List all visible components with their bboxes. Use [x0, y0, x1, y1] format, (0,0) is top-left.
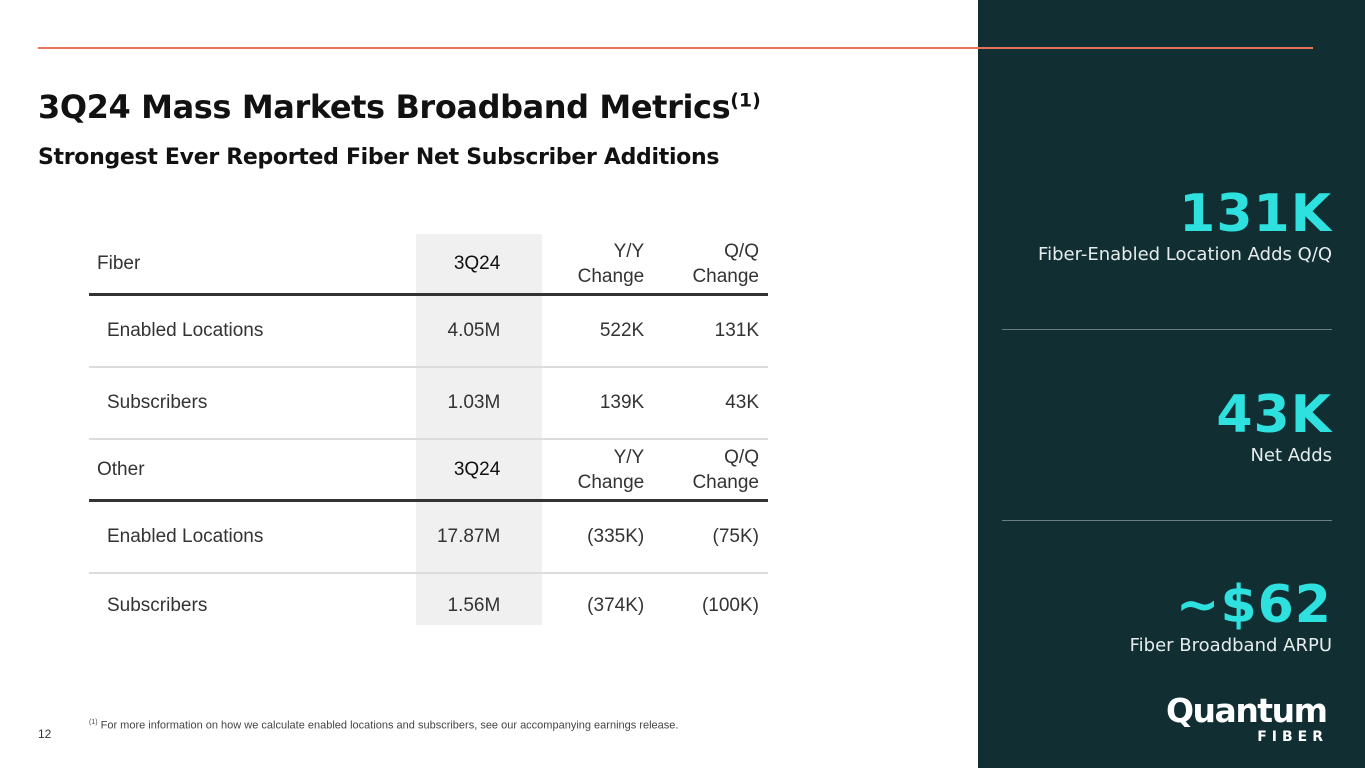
row-label: Enabled Locations: [89, 294, 416, 368]
row-yy-change: 139K: [542, 367, 656, 440]
row-qq-change: 131K: [655, 294, 768, 368]
footnote-marker: (1): [89, 719, 98, 726]
quantum-fiber-logo: Quantum FIBER: [1166, 694, 1338, 746]
stat-divider: [1002, 329, 1332, 330]
broadband-metrics-table: Fiber 3Q24 Y/Y Change Q/Q Change Enabled L…: [89, 234, 768, 625]
slide-subtitle: Strongest Ever Reported Fiber Net Subscr…: [38, 145, 720, 170]
row-label: Subscribers: [107, 595, 208, 616]
logo-subtext: FIBER: [1257, 729, 1328, 745]
row-qq-change: (100K): [701, 595, 759, 616]
table-row: Enabled Locations 4.05M 522K 131K: [89, 294, 768, 368]
row-label: Subscribers: [89, 367, 416, 440]
other-section-label: Other: [89, 439, 416, 502]
stat-value: ~$62: [1175, 575, 1332, 635]
stat-location-adds: 131K Fiber-Enabled Location Adds Q/Q: [1038, 186, 1332, 265]
period-header: 3Q24: [415, 234, 543, 296]
stat-divider: [1002, 520, 1332, 521]
row-yy-change: 522K: [542, 294, 656, 368]
stat-label: Fiber-Enabled Location Adds Q/Q: [1038, 244, 1332, 265]
footnote-text: For more information on how we calculate…: [97, 719, 679, 732]
other-header-row: Other 3Q24 Y/Y Change Q/Q Change: [89, 439, 768, 502]
yy-change-header: Y/Y Change: [542, 439, 656, 502]
stat-arpu: ~$62 Fiber Broadband ARPU: [1130, 577, 1332, 656]
period-header: 3Q24: [415, 439, 543, 502]
row-label: Enabled Locations: [89, 500, 416, 574]
row-yy-change: (374K): [587, 595, 645, 616]
stat-label: Fiber Broadband ARPU: [1129, 635, 1332, 656]
slide-title: 3Q24 Mass Markets Broadband Metrics(1): [38, 88, 761, 126]
stat-label: Net Adds: [1250, 445, 1332, 466]
row-value: 1.56M: [415, 573, 543, 625]
title-footnote-marker: (1): [730, 89, 761, 112]
row-qq-change: 43K: [655, 367, 768, 440]
qq-change-header: Q/Q Change: [655, 234, 768, 296]
table-row: Subscribers 1.03M 139K 43K: [89, 367, 768, 440]
row-value: 4.05M: [415, 294, 543, 368]
fiber-header-row: Fiber 3Q24 Y/Y Change Q/Q Change: [89, 234, 768, 296]
row-yy-change: (335K): [542, 500, 656, 574]
top-accent-line: [38, 47, 1313, 49]
fiber-section-label: Fiber: [89, 234, 416, 296]
right-stats-panel: [978, 0, 1365, 768]
yy-change-header: Y/Y Change: [542, 234, 656, 296]
row-value: 17.87M: [415, 500, 543, 574]
page-number: 12: [38, 727, 52, 741]
table-row: Enabled Locations 17.87M (335K) (75K): [89, 500, 768, 574]
row-qq-change: (75K): [655, 500, 768, 574]
footnote: (1) For more information on how we calcu…: [89, 719, 678, 732]
stat-value: 131K: [1179, 184, 1332, 244]
stat-net-adds: 43K Net Adds: [1216, 387, 1332, 466]
stat-value: 43K: [1216, 385, 1332, 445]
logo-wordmark: Quantum: [1166, 691, 1328, 730]
row-value: 1.03M: [415, 367, 543, 440]
table-row: Subscribers 1.56M (374K) (100K): [89, 573, 768, 625]
qq-change-header: Q/Q Change: [655, 439, 768, 502]
